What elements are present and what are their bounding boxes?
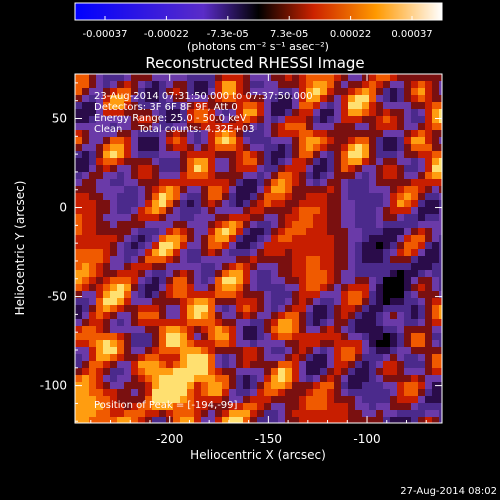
footer-date: 27-Aug-2014 08:02: [400, 486, 497, 497]
y-tick-label: -100: [40, 379, 67, 393]
annotation-detectors: Detectors: 3F 6F 8F 9F, Att 0: [94, 102, 238, 113]
annotation-energy: Energy Range: 25.0 - 50.0 keV: [94, 113, 247, 124]
colorbar-tick-label: 7.3e-05: [270, 29, 308, 40]
colorbar-tick-label: -0.00022: [144, 29, 189, 40]
y-tick-label: -50: [47, 290, 67, 304]
chart-title: Reconstructed RHESSI Image: [145, 54, 364, 72]
colorbar-unit-label: (photons cm⁻² s⁻¹ asec⁻²): [187, 40, 329, 53]
annotation-peak-position: Position of Peak = [-194,-99]: [94, 400, 238, 411]
y-tick-label: 50: [52, 112, 67, 126]
colorbar: [74, 2, 443, 21]
x-axis-label: Heliocentric X (arcsec): [190, 448, 326, 462]
x-tick-label: -100: [353, 432, 380, 446]
annotation-time-range: 23-Aug-2014 07:31:50.000 to 07:37:50.000: [94, 91, 313, 102]
x-tick-label: -150: [255, 432, 282, 446]
axis-ticks: -200 -150 -100 50 0 -50 -100: [40, 74, 442, 446]
y-tick-label: 0: [59, 201, 67, 215]
colorbar-tick-label: -0.00037: [83, 29, 128, 40]
x-tick-label: -200: [156, 432, 183, 446]
annotation-clean: Clean Total counts: 4.32E+03: [94, 124, 254, 135]
colorbar-tick-label: -7.3e-05: [207, 29, 249, 40]
heatmap-image: [75, 74, 442, 423]
colorbar-tick-label: 0.00022: [330, 29, 371, 40]
y-axis-label: Heliocentric Y (arcsec): [13, 181, 27, 316]
colorbar-ticks: -0.00037 -0.00022 -7.3e-05 7.3e-05 0.00022 0.…: [83, 16, 433, 40]
colorbar-tick-label: 0.00037: [391, 29, 432, 40]
plot-frame: [74, 73, 443, 424]
